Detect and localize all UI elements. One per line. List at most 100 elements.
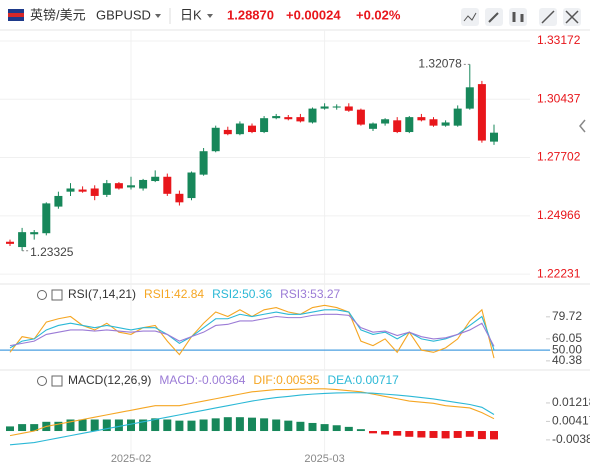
pair-name[interactable]: 英镑/美元 [30, 7, 86, 22]
macd-bar [296, 421, 305, 432]
candle-body [102, 183, 111, 195]
candle-body [30, 232, 39, 235]
candle-body [490, 132, 498, 142]
indicator-title: MACD(12,26,9) [68, 373, 151, 387]
candle-body [223, 129, 232, 135]
macd-bar [6, 426, 14, 432]
price: 1.28870 [227, 7, 274, 22]
candle-icon [512, 12, 524, 22]
series-line [9, 392, 495, 446]
checkbox-icon[interactable] [51, 375, 63, 387]
checkbox-icon[interactable] [51, 289, 63, 301]
candle-body [284, 117, 293, 120]
collapse-arrow[interactable] [579, 119, 586, 133]
macd-bar [187, 420, 196, 432]
candle-body [235, 123, 244, 135]
candle-body [78, 189, 87, 192]
candle-body [163, 176, 172, 194]
symbol[interactable]: GBPUSD [96, 7, 151, 22]
macd-bar [272, 419, 281, 432]
y-tick-label: 1.27702 [537, 150, 581, 164]
macd-bar [199, 419, 208, 432]
macd-bar [127, 419, 135, 432]
macd-bar [223, 417, 232, 432]
candle-type-button[interactable] [509, 8, 527, 26]
candle-body [477, 84, 486, 141]
dropdown-arrow[interactable] [155, 14, 161, 18]
macd-bar [308, 422, 317, 432]
candle-body [405, 117, 414, 133]
macd-bar [90, 419, 99, 432]
macd-bar [490, 431, 498, 440]
y-tick-label: 1.33172 [537, 33, 581, 47]
candle-body [272, 116, 281, 119]
candle-body [260, 118, 269, 133]
price-change-pct: +0.02% [356, 7, 401, 22]
candle-body [18, 232, 27, 248]
macd-bar [453, 431, 462, 438]
candle-body [393, 120, 402, 133]
macd-bar [114, 419, 123, 432]
close-icon [565, 10, 579, 24]
macd-bar [248, 417, 256, 432]
y-tick-label: 50.00 [552, 342, 582, 356]
dropdown-arrow[interactable] [207, 14, 213, 18]
toolbar: 英镑/美元 GBPUSD 日K 1.28870 +0.00024 +0.02% [8, 7, 581, 26]
candle-body [211, 127, 220, 152]
macd-bar [66, 419, 75, 432]
settings-icon[interactable] [37, 376, 47, 386]
macd-bar [344, 426, 353, 432]
macd-bar [369, 431, 377, 434]
candle-body [369, 123, 377, 129]
macd-bar [235, 417, 244, 432]
macd-bar [151, 418, 160, 432]
y-tick-label: 40.38 [552, 353, 582, 367]
candle-body [296, 117, 305, 122]
macd-bar [54, 421, 63, 432]
macd-bar [393, 431, 402, 436]
candle-body [187, 172, 196, 199]
legend-entry: DIF:0.00535 [253, 373, 319, 387]
y-tick-label: 1.24966 [537, 208, 581, 222]
candle-body [175, 193, 184, 203]
candle-body [308, 108, 317, 123]
macd-bar [175, 420, 184, 432]
rsi-header [37, 289, 63, 301]
y-tick-label: 1.30437 [537, 91, 581, 105]
candle-body [127, 185, 135, 188]
indicator-button[interactable] [461, 8, 479, 26]
y-tick-label: 0.00417 [552, 414, 590, 428]
candle-body [344, 106, 353, 111]
period[interactable]: 日K [180, 7, 202, 22]
candle-body [332, 106, 341, 108]
legend-entry: DEA:0.00717 [327, 373, 399, 387]
candle-body [151, 176, 160, 182]
macd-bar [441, 431, 450, 439]
macd-bar [332, 425, 341, 432]
candle-body [199, 151, 208, 175]
candle-body [453, 108, 462, 126]
settings-icon[interactable] [37, 290, 47, 300]
macd-bar [284, 420, 293, 432]
candle-body [381, 119, 390, 124]
candle-body [42, 203, 51, 234]
candle-body [417, 117, 426, 121]
candle-body [356, 109, 365, 125]
macd-bar [78, 419, 87, 432]
macd-bar [163, 419, 172, 432]
x-tick-label: 2025-02 [111, 453, 151, 465]
macd-bar [477, 431, 486, 440]
macd-header [37, 375, 63, 387]
low-annotation: 1.23325 [30, 245, 74, 259]
series-line [9, 313, 495, 347]
series-line [9, 388, 495, 437]
legend-entry: RSI3:53.27 [280, 287, 340, 301]
flag-stripe [8, 13, 24, 17]
y-tick-label: 1.22231 [537, 266, 581, 280]
candle-body [248, 125, 256, 133]
y-tick-label: 60.05 [552, 331, 582, 345]
y-tick-label: -0.00384 [552, 432, 590, 446]
y-tick-label: 0.01218 [552, 395, 590, 409]
candle-body [465, 87, 474, 109]
